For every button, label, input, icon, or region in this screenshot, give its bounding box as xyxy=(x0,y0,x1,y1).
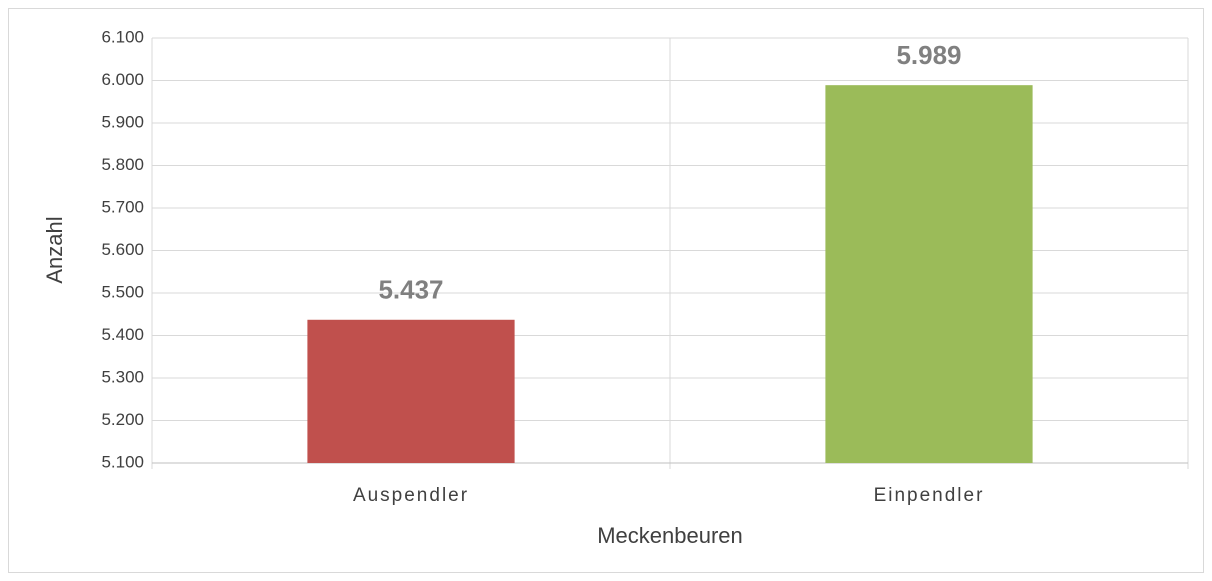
y-tick-label: 5.600 xyxy=(101,240,144,259)
y-tick-label: 5.800 xyxy=(101,155,144,174)
y-tick-label: 5.300 xyxy=(101,367,144,386)
y-tick-label: 5.500 xyxy=(101,282,144,301)
y-axis-title: Anzahl xyxy=(42,216,67,283)
value-label: 5.437 xyxy=(378,275,443,305)
y-tick-label: 5.200 xyxy=(101,410,144,429)
x-tick-label: Auspendler xyxy=(353,485,469,506)
x-tick-label: Einpendler xyxy=(874,485,985,506)
y-tick-label: 5.400 xyxy=(101,325,144,344)
value-label: 5.989 xyxy=(896,40,961,70)
x-axis-title: Meckenbeuren xyxy=(597,523,743,548)
bar xyxy=(825,85,1033,464)
y-tick-label: 5.900 xyxy=(101,112,144,131)
y-tick-label: 5.700 xyxy=(101,197,144,216)
y-tick-label: 6.000 xyxy=(101,70,144,89)
bar xyxy=(307,319,515,463)
y-tick-label: 6.100 xyxy=(101,27,144,46)
y-tick-label: 5.100 xyxy=(101,452,144,471)
